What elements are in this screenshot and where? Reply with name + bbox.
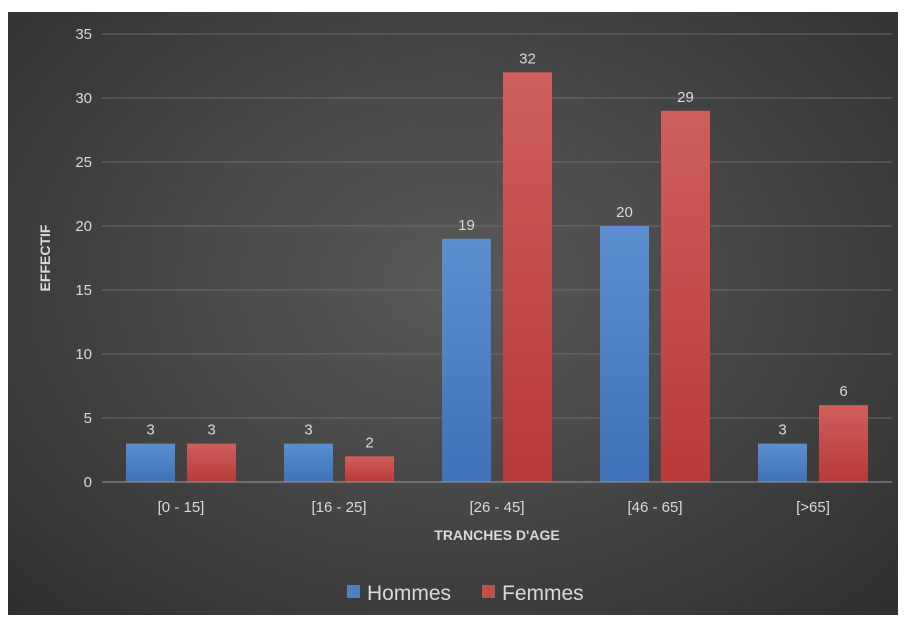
- data-label: 29: [677, 89, 694, 106]
- data-label: 3: [304, 422, 312, 439]
- x-axis-ticks: [0 - 15] [16 - 25] [26 - 45] [46 - 65] [>65]: [158, 499, 830, 516]
- bar-hommes: [284, 443, 333, 482]
- y-tick-label: 5: [84, 410, 92, 427]
- y-axis-ticks: 0 5 10 15 20 25 30 35: [75, 26, 92, 491]
- x-tick-label: [26 - 45]: [469, 499, 524, 516]
- y-axis-title: EFFECTIF: [37, 224, 53, 291]
- bar-hommes: [758, 443, 807, 482]
- bar-hommes: [442, 238, 491, 482]
- data-label: 3: [778, 422, 786, 439]
- y-tick-label: 20: [75, 218, 92, 235]
- data-label: 3: [146, 422, 154, 439]
- x-tick-label: [0 - 15]: [158, 499, 205, 516]
- data-label: 19: [458, 217, 475, 234]
- data-label: 32: [519, 50, 536, 67]
- bar-femmes: [503, 72, 552, 483]
- gridlines: [102, 33, 892, 419]
- bar-femmes: [661, 110, 710, 483]
- x-tick-label: [46 - 65]: [627, 499, 682, 516]
- legend-label-femmes: Femmes: [502, 582, 584, 605]
- y-tick-label: 25: [75, 154, 92, 171]
- bar-femmes: [345, 456, 394, 482]
- x-axis-title: TRANCHES D'AGE: [434, 527, 559, 543]
- bar-femmes: [187, 443, 236, 482]
- data-label: 2: [365, 434, 373, 451]
- legend-swatch-femmes: [482, 585, 495, 598]
- data-label: 3: [207, 422, 215, 439]
- bar-femmes: [819, 405, 868, 482]
- y-tick-label: 15: [75, 282, 92, 299]
- data-label: 20: [616, 204, 633, 221]
- bar-hommes: [600, 226, 649, 482]
- data-label: 6: [839, 383, 847, 400]
- y-tick-label: 30: [75, 90, 92, 107]
- bars: [126, 72, 868, 483]
- bar-hommes: [126, 443, 175, 482]
- y-tick-label: 0: [84, 474, 92, 491]
- y-tick-label: 35: [75, 26, 92, 43]
- x-tick-label: [>65]: [796, 499, 830, 516]
- legend-swatch-hommes: [347, 585, 360, 598]
- x-tick-label: [16 - 25]: [311, 499, 366, 516]
- chart-frame: 0 5 10 15 20 25 30 35 3 3 3 2 19 32 20 29 3 6 [0 - 15] [1…: [8, 12, 898, 615]
- y-tick-label: 10: [75, 346, 92, 363]
- legend: Hommes Femmes: [347, 582, 584, 605]
- legend-label-hommes: Hommes: [367, 582, 451, 605]
